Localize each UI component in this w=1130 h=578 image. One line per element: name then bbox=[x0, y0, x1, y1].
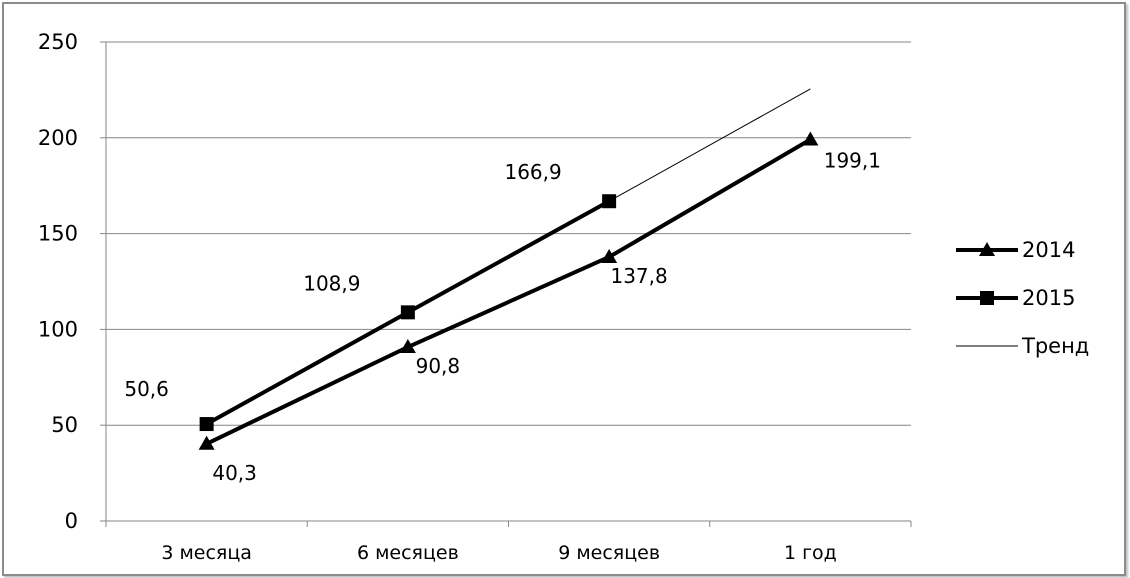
legend-label: 2015 bbox=[1022, 286, 1075, 310]
line-chart: 0 50 100 150 200 250 3 месяца 6 месяцев 9 месяц… bbox=[38, 30, 1089, 564]
data-label: 90,8 bbox=[416, 354, 461, 378]
y-axis-ticks: 0 50 100 150 200 250 bbox=[38, 30, 106, 533]
x-category-label: 9 месяцев bbox=[558, 542, 660, 564]
series-line-Тренд bbox=[608, 88, 811, 202]
square-marker bbox=[980, 291, 994, 305]
data-label: 137,8 bbox=[610, 264, 667, 288]
triangle-marker bbox=[198, 435, 215, 450]
square-marker bbox=[400, 305, 415, 320]
series-lines bbox=[198, 88, 819, 450]
y-tick-label: 0 bbox=[65, 509, 78, 533]
x-category-label: 6 месяцев bbox=[357, 542, 459, 564]
data-label: 166,9 bbox=[504, 160, 561, 184]
y-tick-label: 100 bbox=[38, 317, 78, 341]
triangle-marker bbox=[802, 131, 819, 146]
triangle-marker bbox=[979, 242, 995, 256]
legend-label: 2014 bbox=[1022, 238, 1075, 262]
x-category-label: 1 год bbox=[784, 542, 837, 564]
y-tick-label: 150 bbox=[38, 222, 78, 246]
data-labels: 40,3 90,8 137,8 199,1 50,6 108,9 166,9 bbox=[124, 149, 881, 485]
triangle-marker bbox=[601, 248, 618, 263]
axes bbox=[105, 42, 911, 522]
data-label: 40,3 bbox=[212, 461, 257, 485]
data-label: 108,9 bbox=[303, 271, 360, 295]
gridlines bbox=[106, 41, 911, 426]
legend: 2014 2015 Тренд bbox=[956, 238, 1089, 358]
square-marker bbox=[199, 417, 214, 432]
y-tick-label: 200 bbox=[38, 126, 78, 150]
y-tick-label: 50 bbox=[51, 413, 78, 437]
legend-label: Тренд bbox=[1021, 334, 1089, 358]
y-tick-label: 250 bbox=[38, 30, 78, 54]
series-line-2014 bbox=[205, 137, 812, 446]
x-axis-ticks: 3 месяца 6 месяцев 9 месяцев 1 год bbox=[105, 521, 912, 564]
data-label: 50,6 bbox=[124, 377, 169, 401]
triangle-marker bbox=[399, 339, 416, 354]
x-category-label: 3 месяца bbox=[161, 542, 252, 564]
data-label: 199,1 bbox=[824, 149, 881, 173]
